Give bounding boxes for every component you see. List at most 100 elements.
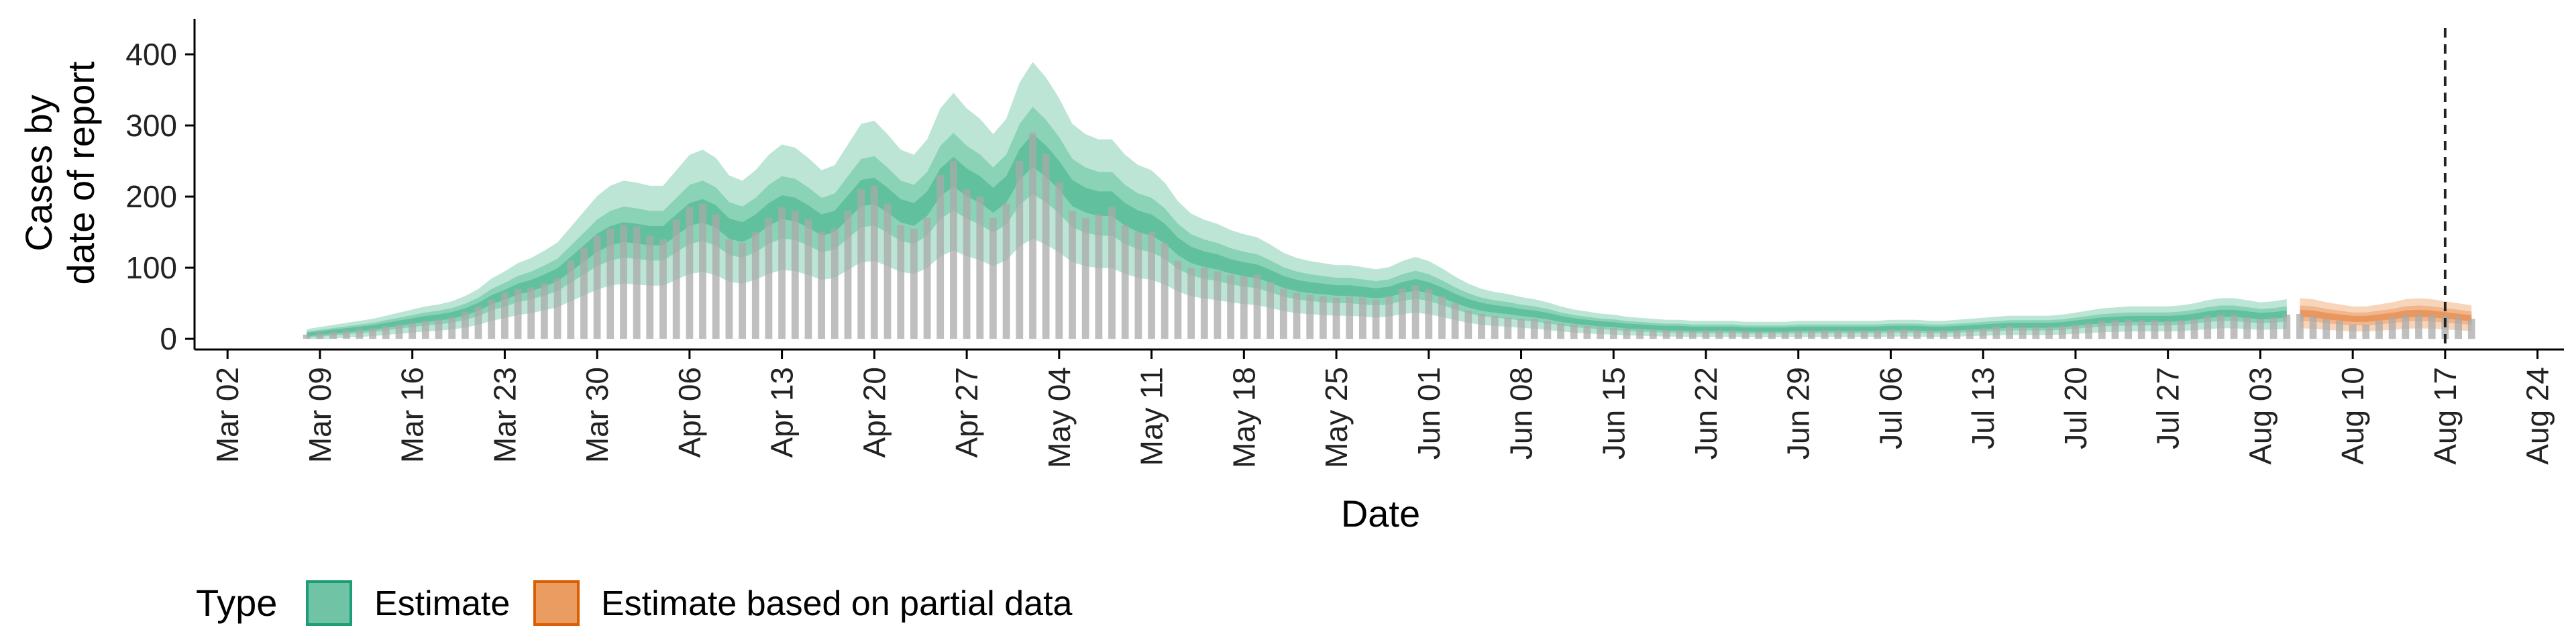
case-bar xyxy=(488,299,496,339)
case-bar xyxy=(2098,321,2106,339)
case-bar xyxy=(369,328,376,339)
x-tick-label: Aug 24 xyxy=(2520,367,2555,465)
case-bar xyxy=(2467,319,2475,339)
case-bar xyxy=(778,207,786,339)
case-bar xyxy=(1016,161,1024,339)
case-bar xyxy=(1148,232,1155,339)
x-tick-label: Apr 13 xyxy=(765,367,800,458)
case-bar xyxy=(1227,274,1234,339)
case-bar xyxy=(739,243,746,339)
x-tick-label: Jun 08 xyxy=(1504,367,1539,460)
case-bar xyxy=(2296,314,2304,339)
case-bar xyxy=(1161,243,1169,339)
x-tick-label: Apr 06 xyxy=(672,367,707,458)
case-bar xyxy=(1517,319,1525,339)
case-bar xyxy=(395,324,403,339)
x-tick-label: Jun 01 xyxy=(1411,367,1446,460)
case-bar xyxy=(883,203,892,339)
case-bar xyxy=(1029,132,1036,339)
legend-swatch-estimate xyxy=(306,580,352,626)
case-bar xyxy=(1900,329,1908,339)
case-bar xyxy=(1834,330,1842,339)
x-tick-label: Jun 29 xyxy=(1781,367,1816,460)
case-bar xyxy=(462,311,469,339)
case-bar xyxy=(1399,288,1406,339)
case-bar xyxy=(606,228,614,339)
case-bar xyxy=(1267,282,1275,339)
case-bar xyxy=(1597,327,1604,339)
case-bar xyxy=(1134,232,1142,339)
case-bar xyxy=(857,189,865,339)
case-bar xyxy=(686,207,694,339)
x-tick-label: Apr 20 xyxy=(857,367,892,458)
case-bar xyxy=(1557,323,1564,339)
case-bar xyxy=(1662,330,1670,339)
x-tick-label: Mar 09 xyxy=(303,367,337,463)
case-bar xyxy=(527,287,535,339)
case-bar xyxy=(1108,207,1116,339)
x-tick-label: Aug 03 xyxy=(2243,367,2277,465)
y-tick-label: 400 xyxy=(125,37,177,72)
case-bar xyxy=(435,319,443,339)
x-axis: Mar 02 Mar 09 Mar 16 Mar 23 Mar 30 Apr 06 Apr … xyxy=(210,350,2555,468)
x-tick-label: Jul 06 xyxy=(1874,367,1909,449)
case-bar xyxy=(1081,217,1089,339)
case-bar xyxy=(1992,327,2000,339)
y-axis-title-line1: Cases by xyxy=(17,95,60,251)
case-bar xyxy=(2428,315,2436,339)
case-bar xyxy=(1939,330,1947,339)
case-bar xyxy=(2217,315,2224,339)
case-bar xyxy=(2283,315,2291,339)
case-bar xyxy=(474,307,482,339)
case-bar xyxy=(2322,319,2330,339)
case-bar xyxy=(1240,276,1248,339)
y-axis: 0 100 200 300 400 xyxy=(125,37,195,356)
case-bar xyxy=(421,321,429,339)
case-bar xyxy=(1821,330,1829,339)
case-bar xyxy=(2137,320,2145,339)
case-bar xyxy=(1200,268,1208,339)
case-bar xyxy=(910,228,918,339)
case-bar xyxy=(897,225,905,339)
partial-band-inner xyxy=(2300,309,2472,322)
case-bar xyxy=(1927,330,1934,339)
case-bar xyxy=(1768,331,1776,339)
y-tick-label: 300 xyxy=(125,108,177,143)
case-bar xyxy=(1095,214,1103,339)
case-bar xyxy=(2204,316,2212,339)
case-bar xyxy=(2230,315,2238,339)
case-bar xyxy=(1887,329,1894,339)
case-bar xyxy=(2111,320,2119,339)
case-bar xyxy=(936,175,945,339)
case-bar xyxy=(2415,315,2422,339)
case-bar xyxy=(1174,260,1182,339)
case-bar xyxy=(2151,320,2159,339)
case-bar xyxy=(1609,328,1617,339)
case-bar xyxy=(1438,296,1446,339)
case-bar xyxy=(1530,319,1538,339)
case-bar xyxy=(1966,329,1974,339)
case-bar xyxy=(2164,321,2172,339)
case-bar xyxy=(1121,225,1129,339)
case-bar xyxy=(1715,330,1723,339)
case-bar xyxy=(1478,314,1485,339)
case-bar xyxy=(1953,330,1961,339)
case-bar xyxy=(2257,319,2264,339)
case-bar xyxy=(1320,296,1327,339)
case-bar xyxy=(356,329,364,339)
case-bar xyxy=(2032,327,2040,339)
case-bar xyxy=(1702,330,1710,339)
case-bar xyxy=(2336,321,2343,339)
case-bar xyxy=(976,197,984,339)
case-bar xyxy=(1372,299,1380,339)
case-bars xyxy=(303,132,2475,339)
case-bar xyxy=(989,217,997,339)
case-bar xyxy=(804,219,812,339)
case-bar xyxy=(567,260,575,339)
case-bar xyxy=(1187,268,1195,339)
case-bar xyxy=(1570,324,1578,339)
x-tick-label: Mar 16 xyxy=(395,367,430,463)
case-bar xyxy=(712,214,720,339)
case-bar xyxy=(1781,331,1789,339)
